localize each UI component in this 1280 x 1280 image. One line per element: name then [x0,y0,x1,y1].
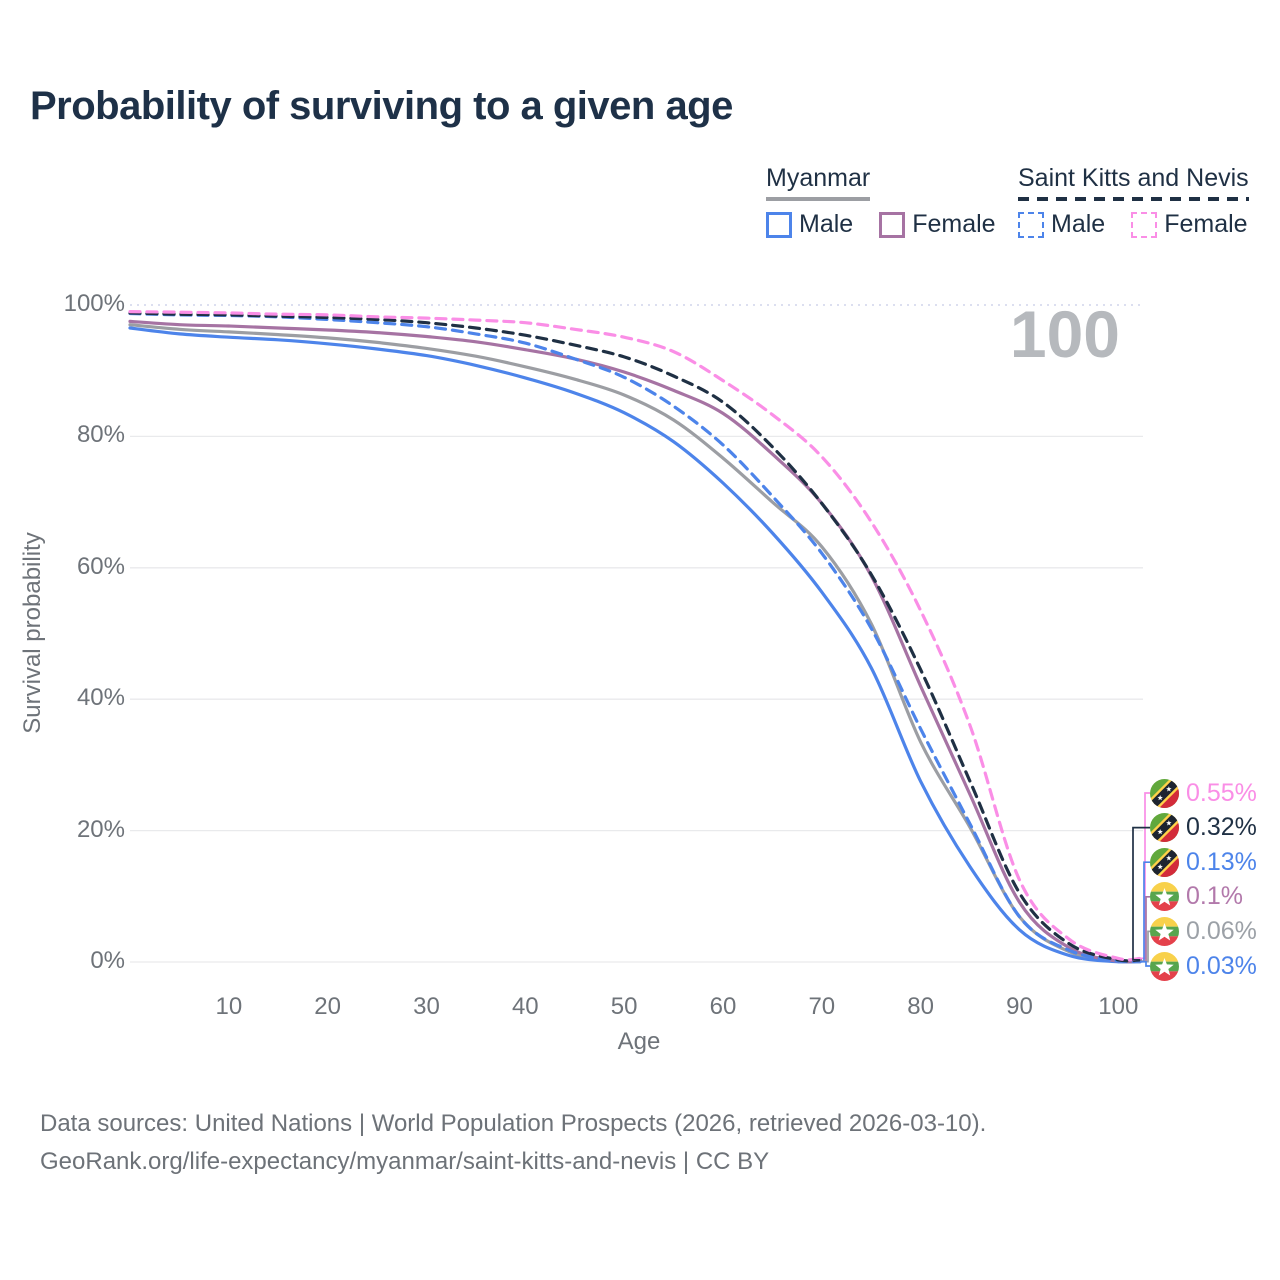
leader-lines [1132,792,1150,967]
y-axis-title: Survival probability [19,532,46,734]
legend-line-swatch-saint-kitts-and-nevis [1018,197,1249,201]
x-axis-title: Age [617,1028,661,1055]
legend-title-myanmar: Myanmar [766,164,871,192]
skn-female-swatch-icon [1131,211,1158,238]
end-label-skn-all: 0.32% [1150,811,1257,845]
myanmar-flag-icon [1150,951,1179,981]
data-sources: Data sources: United Nations | World Pop… [40,1105,986,1181]
myanmar-flag-icon [1150,916,1179,946]
end-label-value: 0.06% [1186,916,1257,945]
legend-title-saint-kitts-and-nevis: Saint Kitts and Nevis [1018,164,1249,192]
legend-item-myanmar-female[interactable]: Female [879,210,996,239]
leader-line-skn-all [1132,826,1150,961]
series-line-skn-male[interactable] [128,311,1142,964]
end-label-value: 0.13% [1186,847,1257,876]
page-title: Probability of surviving to a given age [30,84,733,128]
legend-label: Female [912,210,996,238]
end-label-value: 0.32% [1186,813,1257,842]
saint-kitts-and-nevis-flag-icon [1150,847,1179,877]
gridlines [130,304,1143,963]
x-tick-label-10: 10 [215,993,243,1020]
y-tick-label-20: 20% [76,815,125,843]
end-label-skn-female: 0.55% [1150,776,1257,810]
x-tick-label-80: 80 [907,993,934,1020]
end-label-myanmar-female: 0.1% [1150,880,1243,914]
myanmar-male-swatch-icon [766,211,792,238]
saint-kitts-and-nevis-flag-icon [1150,778,1179,808]
end-label-myanmar-all: 0.06% [1150,914,1257,948]
y-tick-label-60: 60% [76,552,125,580]
x-tick-label-90: 90 [1006,993,1033,1020]
x-tick-label-20: 20 [314,993,341,1020]
legend-line-swatch-myanmar [766,197,871,201]
end-label-myanmar-male: 0.03% [1150,949,1257,983]
leader-line-skn-female [1140,792,1150,960]
x-tick-label-30: 30 [413,993,440,1020]
age-watermark: 100 [1009,297,1120,371]
legend-header-myanmar[interactable]: Myanmar [766,164,871,201]
legend-header-saint-kitts-and-nevis[interactable]: Saint Kitts and Nevis [1018,164,1249,201]
series-line-myanmar-male[interactable] [128,326,1142,964]
x-tick-label-50: 50 [610,993,638,1020]
x-tick-label-70: 70 [808,993,836,1020]
myanmar-flag-icon [1150,882,1179,912]
y-tick-label-80: 80% [76,421,125,449]
myanmar-female-swatch-icon [879,211,906,238]
y-tick-label-0: 0% [90,947,125,974]
leader-line-myanmar-male [1140,960,1150,967]
legend-group-saint-kitts-and-nevis: Saint Kitts and Nevis Male Female [1018,164,1249,239]
series-line-skn-female[interactable] [128,310,1142,962]
legend-item-skn-female[interactable]: Female [1131,210,1248,239]
data-sources-line1: Data sources: United Nations | World Pop… [40,1110,987,1137]
series-line-myanmar-all[interactable] [128,323,1142,964]
x-tick-label-60: 60 [709,993,737,1020]
x-tick-label-100: 100 [1098,993,1139,1020]
series-lines [128,310,1142,964]
end-label-value: 0.1% [1186,882,1243,911]
x-tick-label-40: 40 [511,993,539,1020]
series-line-skn-all[interactable] [128,311,1142,963]
saint-kitts-and-nevis-flag-icon [1150,813,1179,843]
y-tick-label-40: 40% [76,684,125,712]
series-line-myanmar-female[interactable] [128,319,1142,964]
y-tick-label-100: 100% [63,290,125,317]
legend-item-myanmar-male[interactable]: Male [766,210,853,239]
skn-male-swatch-icon [1018,211,1044,238]
end-label-skn-male: 0.13% [1150,845,1257,879]
legend-label: Male [1051,210,1106,238]
legend-group-myanmar: Myanmar Male Female [766,164,996,239]
legend-item-skn-male[interactable]: Male [1018,210,1105,239]
end-label-value: 0.55% [1186,778,1257,807]
end-label-value: 0.03% [1186,951,1257,980]
legend-label: Female [1164,210,1248,238]
legend-label: Male [799,210,854,238]
data-sources-line2: GeoRank.org/life-expectancy/myanmar/sain… [40,1148,770,1175]
